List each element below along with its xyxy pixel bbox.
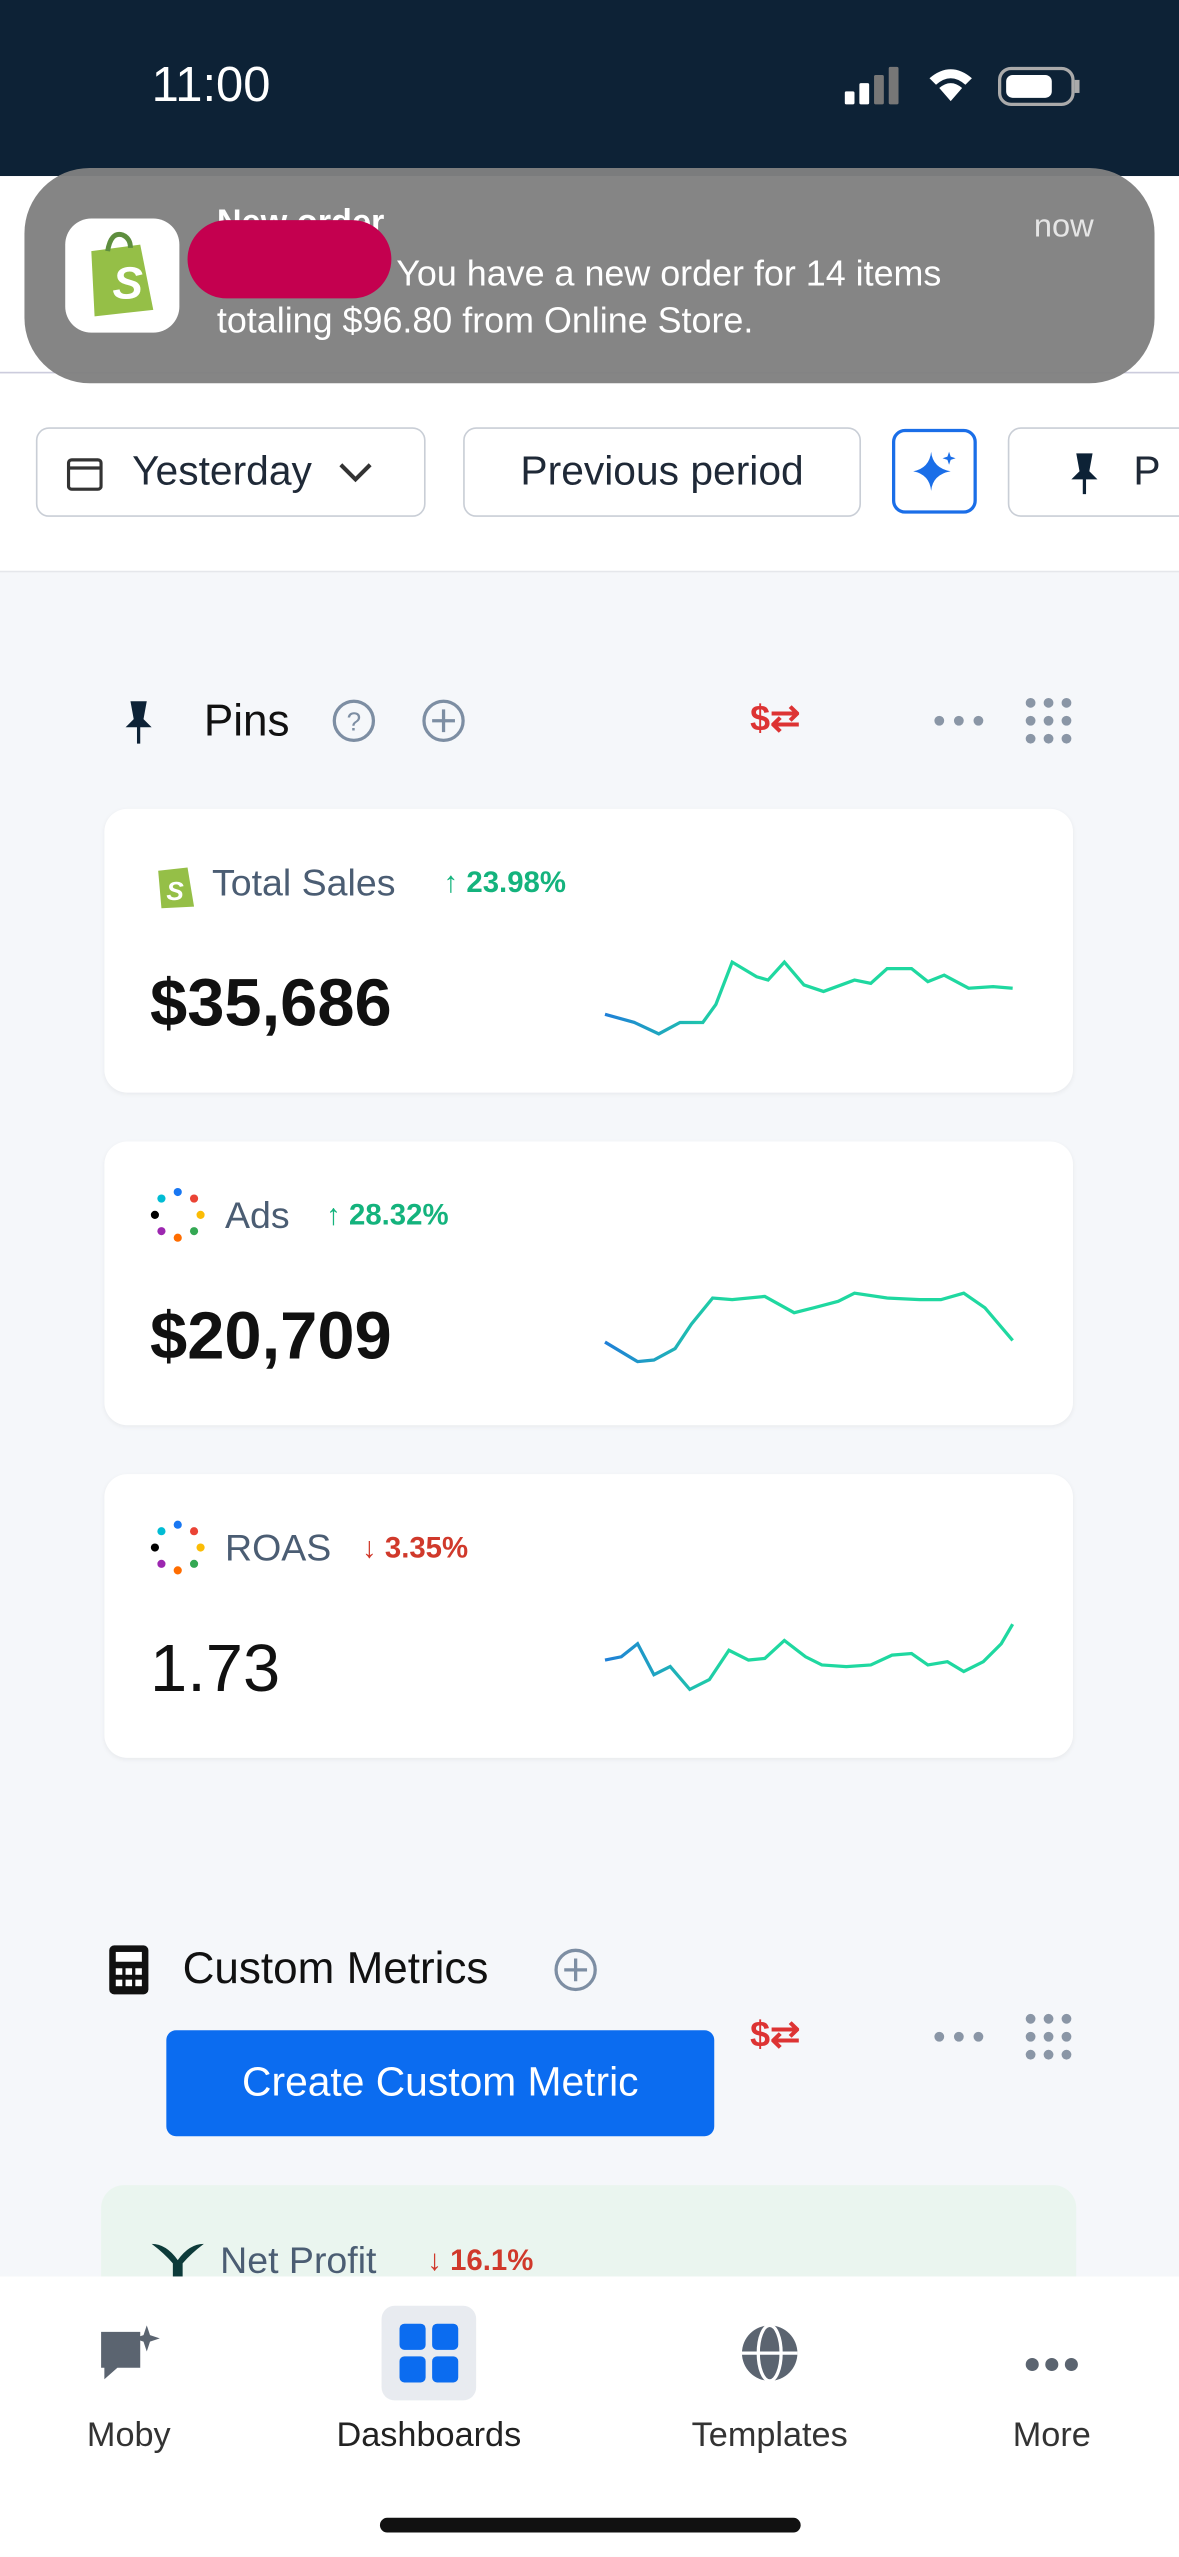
pin-icon <box>1071 452 1098 494</box>
notification-time: now <box>1033 208 1094 245</box>
status-icons <box>844 66 1080 106</box>
notification[interactable]: S New order now You have a new order for… <box>24 167 1155 384</box>
custom-tools: $⇄ <box>750 2013 1072 2060</box>
card-title: Net Profit <box>220 2238 377 2282</box>
arrow: ↓ <box>427 2243 442 2277</box>
date-label: Yesterday <box>132 448 312 495</box>
templates-icon[interactable] <box>739 2322 804 2387</box>
shopify-logo: S <box>91 231 154 317</box>
redaction <box>187 220 392 299</box>
net-profit-icon <box>151 2243 204 2283</box>
sparkline <box>604 1623 1015 1692</box>
home-indicator <box>379 2517 801 2533</box>
shopify-icon: S <box>158 867 195 909</box>
change-text: 3.35% <box>384 1531 469 1564</box>
date-filter[interactable]: Yesterday <box>35 427 426 517</box>
create-button-label: Create Custom Metric <box>242 2059 639 2106</box>
compare-filter[interactable]: Previous period <box>463 427 862 517</box>
pin-label: P <box>1133 448 1161 495</box>
card-title: ROAS <box>225 1526 332 1569</box>
pins-icon <box>125 701 152 744</box>
compare-label: Previous period <box>520 448 804 495</box>
pins-actions: ? <box>332 699 465 742</box>
dashboards-icon[interactable] <box>398 2322 463 2387</box>
nav-label[interactable]: Moby <box>86 2416 171 2455</box>
card-change: ↓ 16.1% <box>427 2244 533 2278</box>
bottom-nav <box>0 2276 1179 2557</box>
custom-metrics-title: Custom Metrics <box>182 1943 489 1993</box>
card-change: ↑ 23.98% <box>444 866 566 900</box>
sparkline <box>604 959 1013 1036</box>
ads-icon <box>150 1187 205 1242</box>
card-change: ↓ 3.35% <box>362 1531 468 1565</box>
metric-card[interactable]: S Total Sales ↑ 23.98% $35,686 <box>104 808 1074 1093</box>
svg-text:$⇄: $⇄ <box>750 699 800 739</box>
add-icon[interactable] <box>553 1947 599 1993</box>
nav-label[interactable]: Templates <box>691 2416 848 2455</box>
nav-label[interactable]: More <box>1012 2416 1091 2455</box>
notification-message: You have a new order for 14 items totali… <box>216 252 942 341</box>
ai-button[interactable] <box>891 428 977 514</box>
sparkline <box>604 1291 1014 1364</box>
card-value: $20,709 <box>150 1298 392 1374</box>
svg-text:S: S <box>113 257 143 308</box>
more-icon[interactable] <box>1024 2348 1083 2381</box>
change-text: 16.1% <box>450 2243 534 2277</box>
arrow: ↑ <box>443 865 459 899</box>
sparkle-icon <box>913 451 956 491</box>
pin-filter[interactable]: P <box>1007 427 1179 517</box>
nav-label[interactable]: Dashboards <box>336 2416 522 2455</box>
change-text: 28.32% <box>348 1198 449 1232</box>
pins-title: Pins <box>203 696 290 746</box>
roas-icon <box>150 1520 205 1575</box>
svg-text:$⇄: $⇄ <box>750 2015 800 2055</box>
card-title: Total Sales <box>211 861 396 904</box>
svg-text:?: ? <box>347 707 362 737</box>
card-change: ↑ 28.32% <box>326 1199 448 1233</box>
chevron <box>339 462 373 482</box>
metric-card[interactable]: Ads ↑ 28.32% $20,709 <box>104 1141 1074 1426</box>
pins-tools: $⇄ <box>750 697 1072 744</box>
arrow: ↓ <box>362 1531 377 1564</box>
arrow: ↑ <box>326 1198 341 1232</box>
card-value: $35,686 <box>150 965 392 1041</box>
app-icon: S <box>65 218 180 333</box>
active-bg <box>381 2305 477 2401</box>
change-text: 23.98% <box>466 865 566 899</box>
create-button[interactable]: Create Custom Metric <box>166 2030 715 2137</box>
svg-text:S: S <box>166 876 184 906</box>
time: 11:00 <box>151 58 271 113</box>
moby-icon[interactable] <box>98 2322 163 2387</box>
calculator-icon <box>109 1945 149 1995</box>
card-value: 1.73 <box>150 1630 281 1706</box>
status-bar <box>0 0 1179 177</box>
metric-card[interactable]: ROAS ↓ 3.35% 1.73 <box>104 1474 1074 1758</box>
calendar-icon <box>66 457 103 491</box>
card-title: Ads <box>225 1193 290 1237</box>
